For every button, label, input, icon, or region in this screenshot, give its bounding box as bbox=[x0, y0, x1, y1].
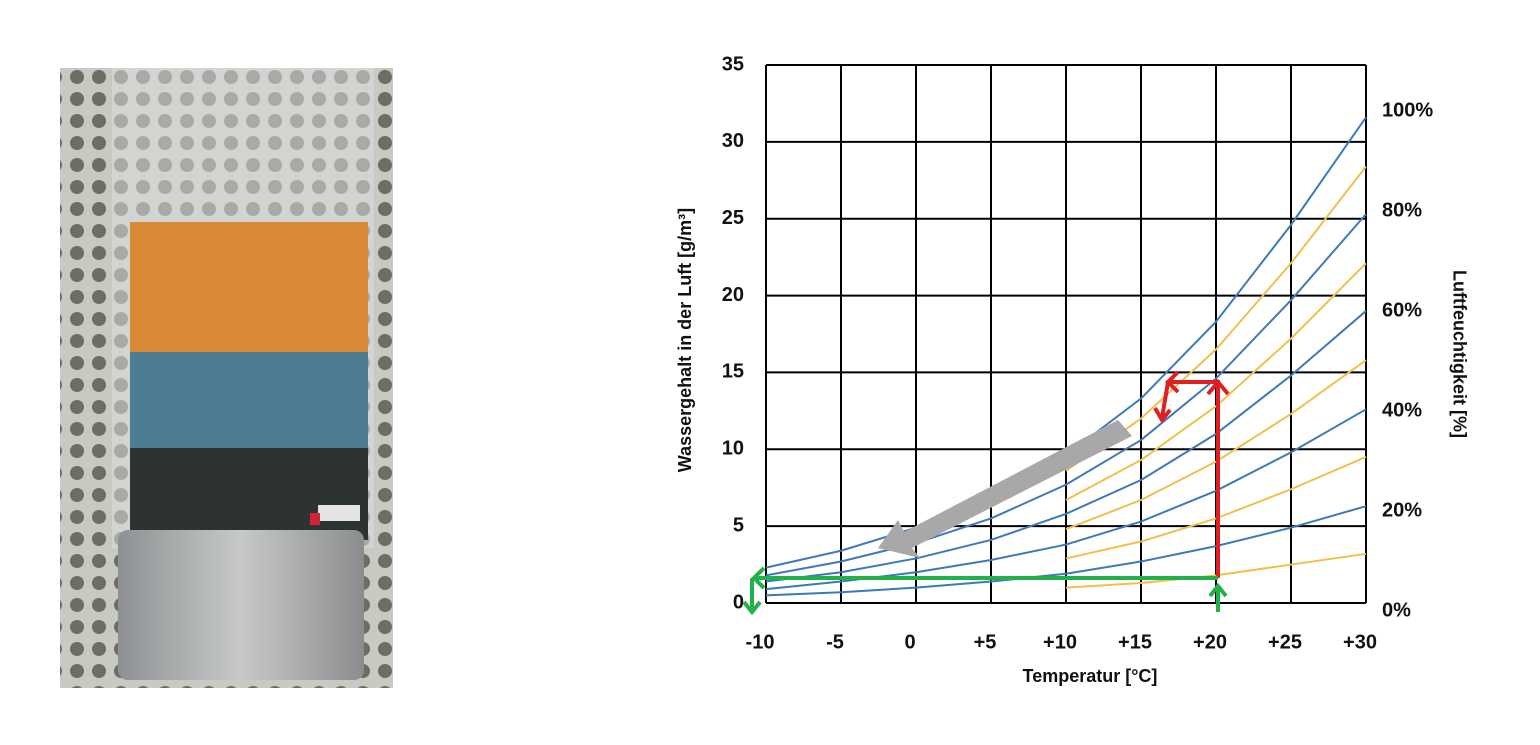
y2-tick-label: 20% bbox=[1382, 499, 1422, 521]
y-axis-title: Wassergehalt in der Luft [g/m³] bbox=[675, 208, 695, 472]
green-head bbox=[742, 600, 762, 616]
y-tick-label: 20 bbox=[722, 284, 744, 306]
dark-beads bbox=[130, 448, 368, 540]
x-tick-label: +5 bbox=[974, 631, 997, 653]
y2-tick-label: 40% bbox=[1382, 399, 1422, 421]
plot: 0 5 10 15 20 25 30 35 -10 -5 0 +5 +10 +15 +20 +25 +300% 2… bbox=[722, 53, 1434, 653]
annotations bbox=[742, 370, 1230, 616]
red-path bbox=[1160, 380, 1220, 578]
y-tick-label: 10 bbox=[722, 438, 744, 460]
y-tick-label: 25 bbox=[722, 207, 744, 229]
clamp-tip bbox=[310, 513, 320, 525]
red-head bbox=[1153, 406, 1172, 424]
clamp bbox=[318, 505, 360, 521]
red-head bbox=[1165, 370, 1180, 394]
y-tick-label: 5 bbox=[733, 514, 744, 536]
y-tick-label: 15 bbox=[722, 361, 744, 383]
x-tick-label: 0 bbox=[904, 631, 915, 653]
y-tick-label: 35 bbox=[722, 53, 744, 75]
red-head bbox=[1206, 378, 1230, 396]
metal-base bbox=[118, 530, 364, 680]
y-tick-label: 30 bbox=[722, 130, 744, 152]
y2-axis-title: Luftfeuchtigkeit [%] bbox=[1449, 270, 1469, 438]
humidity-curve bbox=[765, 310, 1367, 583]
blue-beads bbox=[130, 352, 368, 452]
x-tick-label: +10 bbox=[1043, 631, 1077, 653]
x-axis-title: Temperatur [°C] bbox=[1023, 666, 1158, 686]
gray-arrow bbox=[878, 420, 1132, 558]
x-tick-label: -5 bbox=[826, 631, 844, 653]
humidity-curve bbox=[765, 505, 1367, 597]
x-tick-label: +30 bbox=[1343, 631, 1377, 653]
x-tick-label: +20 bbox=[1193, 631, 1227, 653]
y2-tick-label: 0% bbox=[1382, 599, 1411, 621]
y2-tick-label: 100% bbox=[1382, 100, 1433, 122]
green-head bbox=[1208, 582, 1228, 598]
x-tick-label: -10 bbox=[746, 631, 775, 653]
photo bbox=[60, 68, 393, 688]
y2-tick-label: 80% bbox=[1382, 200, 1422, 222]
humidity-curve bbox=[765, 213, 1367, 577]
y2-tick-label: 60% bbox=[1382, 300, 1422, 322]
orange-beads bbox=[130, 222, 368, 362]
x-tick-label: +15 bbox=[1118, 631, 1152, 653]
y-tick-label: 0 bbox=[733, 591, 744, 613]
x-tick-label: +25 bbox=[1268, 631, 1302, 653]
